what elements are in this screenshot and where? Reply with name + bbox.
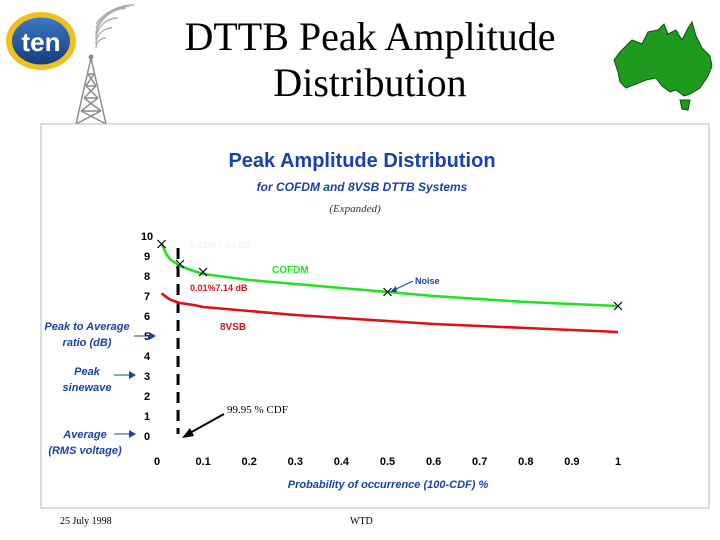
x-tick-label: 1	[615, 456, 621, 468]
left-labels: Peak to Average ratio (dB) Peak sinewave…	[44, 321, 129, 457]
x-tick-label: 0.8	[518, 456, 533, 468]
chart-subtitle: for COFDM and 8VSB DTTB Systems	[257, 180, 468, 194]
y-tick-label: 8	[144, 271, 150, 283]
slide-title-line-2: Distribution	[273, 60, 467, 105]
series-lines	[160, 242, 619, 334]
y-tick-label: 9	[144, 251, 150, 263]
average-label-line-1: Average	[62, 429, 106, 441]
x-marker	[198, 267, 208, 277]
y-tick-label: 3	[144, 371, 150, 383]
cdf-annotation: 99.95 % CDF	[227, 404, 288, 416]
x-tick-label: 0.5	[380, 456, 395, 468]
x-marker	[383, 287, 392, 297]
noise-arrow-head	[390, 286, 397, 292]
ratio-arrow-head	[149, 332, 156, 340]
ten-logo: ten	[6, 12, 76, 70]
peak-arrow-head	[129, 371, 136, 379]
footer-date: 25 July 1998	[60, 516, 112, 527]
average-arrow-head	[129, 430, 136, 438]
average-label-line-2: (RMS voltage)	[48, 445, 122, 457]
x-tick-label: 0.3	[288, 456, 303, 468]
x-tick-label: 0.2	[242, 456, 257, 468]
ratio-label-line-1: Peak to Average	[44, 321, 129, 333]
cofdm-series-label: COFDM	[272, 265, 309, 276]
y-tick-label: 6	[144, 311, 150, 323]
x-tick-label: 0.9	[564, 456, 579, 468]
annotation-arrows	[182, 280, 414, 438]
signal-arcs	[95, 4, 135, 49]
x-tick-label: 0	[154, 456, 160, 468]
y-tick-label: 1	[144, 411, 150, 423]
logo-text: ten	[22, 27, 61, 57]
cdf-arrow	[187, 413, 225, 435]
chart-title: Peak Amplitude Distribution	[228, 150, 495, 172]
chart-subtitle-expanded: (Expanded)	[329, 203, 381, 215]
tasmania	[679, 99, 691, 111]
left-label-arrows	[114, 332, 156, 438]
footer-center: WTD	[350, 516, 373, 527]
tower-tip	[88, 54, 94, 60]
cofdm-peak-annotation: 0.01% 9.63 dB	[190, 240, 251, 250]
broadcast-tower-icon	[75, 4, 135, 125]
series-line-8vsb	[160, 292, 619, 334]
x-tick-label: 0.7	[472, 456, 487, 468]
y-tick-label: 10	[141, 231, 153, 243]
tower-frame	[75, 57, 107, 125]
slide-title-line-1: DTTB Peak Amplitude	[184, 14, 556, 59]
x-tick-label: 0.6	[426, 456, 441, 468]
x-tick-label: 0.1	[195, 456, 210, 468]
y-tick-label: 5	[144, 331, 150, 343]
y-tick-label: 7	[144, 291, 150, 303]
y-tick-label: 0	[144, 431, 150, 443]
x-marker	[175, 259, 185, 269]
chart-frame	[40, 123, 710, 509]
y-tick-label: 4	[144, 351, 151, 363]
vsb-series-label: 8VSB	[220, 322, 246, 333]
australia-mainland	[613, 20, 713, 97]
x-tick-label: 0.4	[334, 456, 350, 468]
x-marker	[613, 301, 623, 311]
y-axis-ticks: 0 1 2 3 4 5 6 7 8 9 10	[141, 231, 153, 443]
x-axis-ticks: 0 0.1 0.2 0.3 0.4 0.5 0.6 0.7 0.8 0.9 1	[154, 456, 621, 468]
peak-label-line-1: Peak	[74, 366, 101, 378]
slide-title: DTTB Peak Amplitude Distribution	[150, 14, 590, 106]
ratio-label-line-2: ratio (dB)	[63, 337, 112, 349]
series-line-cofdm	[160, 242, 619, 308]
vsb-peak-annotation: 0.01%7.14 dB	[190, 283, 248, 293]
logo-disc	[12, 17, 70, 65]
point-markers	[157, 239, 623, 311]
australia-map-icon	[613, 20, 713, 111]
x-axis-label: Probability of occurrence (100-CDF) %	[288, 479, 489, 491]
y-tick-label: 2	[144, 391, 150, 403]
x-marker	[157, 239, 167, 249]
cdf-arrow-head	[182, 428, 194, 438]
noise-annotation: Noise	[415, 276, 440, 286]
peak-label-line-2: sinewave	[63, 382, 112, 394]
